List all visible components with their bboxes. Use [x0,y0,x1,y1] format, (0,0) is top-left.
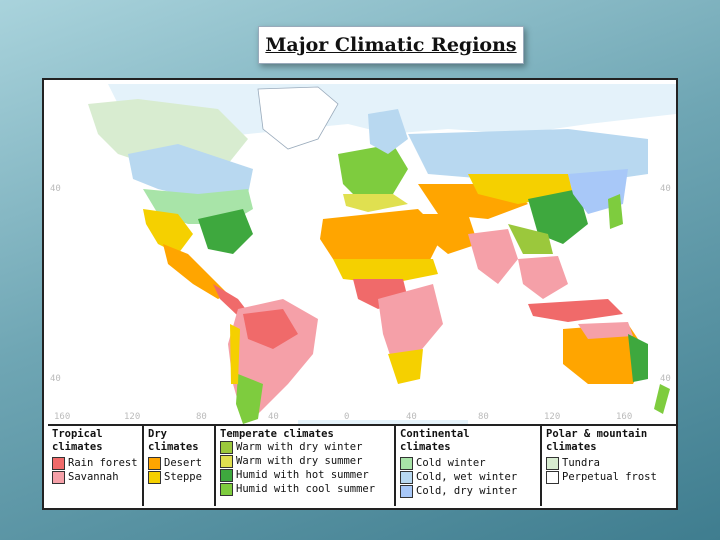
lon-label: 120 [124,412,141,422]
legend-temperate: Temperate climates Warm with dry winter … [216,426,396,506]
china-east [528,189,588,244]
new-zealand [654,384,670,414]
usa-west-dry [143,209,193,254]
lon-label: 80 [478,412,489,422]
japan [608,194,623,229]
swatch-humid-cool-summer [220,482,233,496]
swatch-perpetual-frost [546,470,559,484]
indonesia [528,299,623,322]
china-south [508,224,553,254]
siberia [408,129,648,184]
swatch-cold-wet-winter [400,470,413,484]
australia-desert [563,324,648,384]
swatch-rain-forest [52,456,65,470]
mediterranean [343,194,408,212]
legend-item: Warm with dry summer [220,454,375,468]
mexico [163,244,228,299]
legend-polar-items: Tundra Perpetual frost [546,456,657,484]
legend-item: Cold winter [400,456,517,470]
legend-continental-title: Continental climates [400,428,470,453]
legend-tropical-title: Tropical climates [52,428,103,453]
swatch-cold-winter [400,456,413,470]
title-box: Major Climatic Regions [258,26,524,64]
sahara [320,209,443,269]
world-map: 40 40 40 40 160 120 80 40 0 40 80 120 16… [48,84,676,424]
lon-label: 120 [544,412,561,422]
lon-label: 40 [406,412,417,422]
lon-label: 160 [616,412,633,422]
antarctica-edge [298,420,468,424]
legend-dry-title: Dry climates [148,428,199,453]
legend-polar-title: Polar & mountain climates [546,428,648,453]
legend-item: Steppe [148,470,202,484]
greenland [257,86,339,150]
swatch-tundra [546,456,559,470]
legend-item: Tundra [546,456,657,470]
australia-east [628,334,648,382]
lat-label-left-north: 40 [50,184,61,194]
europe [338,144,408,199]
legend: Tropical climates Rain forest Savannah D… [48,424,676,506]
lon-label: 40 [268,412,279,422]
legend-item: Desert [148,456,202,470]
swatch-cold-dry-winter [400,484,413,498]
andes-steppe [230,324,240,384]
legend-tropical-items: Rain forest Savannah [52,456,138,484]
amazon-rainforest [243,309,298,349]
legend-continental-items: Cold winter Cold, wet winter Cold, dry w… [400,456,517,498]
legend-temperate-items: Warm with dry winter Warm with dry summe… [220,440,375,496]
legend-item: Rain forest [52,456,138,470]
legend-item: Cold, dry winter [400,484,517,498]
legend-tropical: Tropical climates Rain forest Savannah [48,426,144,506]
sahel-steppe [333,259,438,284]
lat-label-right-north: 40 [660,184,671,194]
southeast-asia [518,256,568,299]
middle-east [418,214,478,254]
swatch-desert [148,456,161,470]
lon-label: 160 [54,412,71,422]
swatch-warm-dry-winter [220,440,233,454]
legend-item: Cold, wet winter [400,470,517,484]
south-america-south [236,374,263,424]
lon-label: 0 [344,412,350,422]
legend-dry-items: Desert Steppe [148,456,202,484]
australia-north [578,322,633,339]
central-america [213,284,248,316]
legend-temperate-title: Temperate climates [220,428,334,440]
legend-continental: Continental climates Cold winter Cold, w… [396,426,542,506]
usa-humid [198,209,253,254]
south-africa [388,349,423,384]
lat-label-right-south: 40 [660,374,671,384]
lon-label: 80 [196,412,207,422]
india [468,229,518,284]
scandinavia [368,109,408,154]
legend-item: Warm with dry winter [220,440,375,454]
map-title: Major Climatic Regions [265,34,517,56]
canada-cold [128,144,253,199]
africa-savannah [378,284,443,364]
map-frame: 40 40 40 40 160 120 80 40 0 40 80 120 16… [42,78,678,510]
legend-dry: Dry climates Desert Steppe [144,426,216,506]
legend-polar: Polar & mountain climates Tundra Perpetu… [542,426,676,506]
legend-item: Humid with hot summer [220,468,375,482]
swatch-steppe [148,470,161,484]
swatch-savannah [52,470,65,484]
legend-item: Savannah [52,470,138,484]
swatch-warm-dry-summer [220,454,233,468]
world-map-svg [88,84,676,424]
legend-item: Humid with cool summer [220,482,375,496]
lat-label-left-south: 40 [50,374,61,384]
legend-item: Perpetual frost [546,470,657,484]
swatch-humid-hot-summer [220,468,233,482]
